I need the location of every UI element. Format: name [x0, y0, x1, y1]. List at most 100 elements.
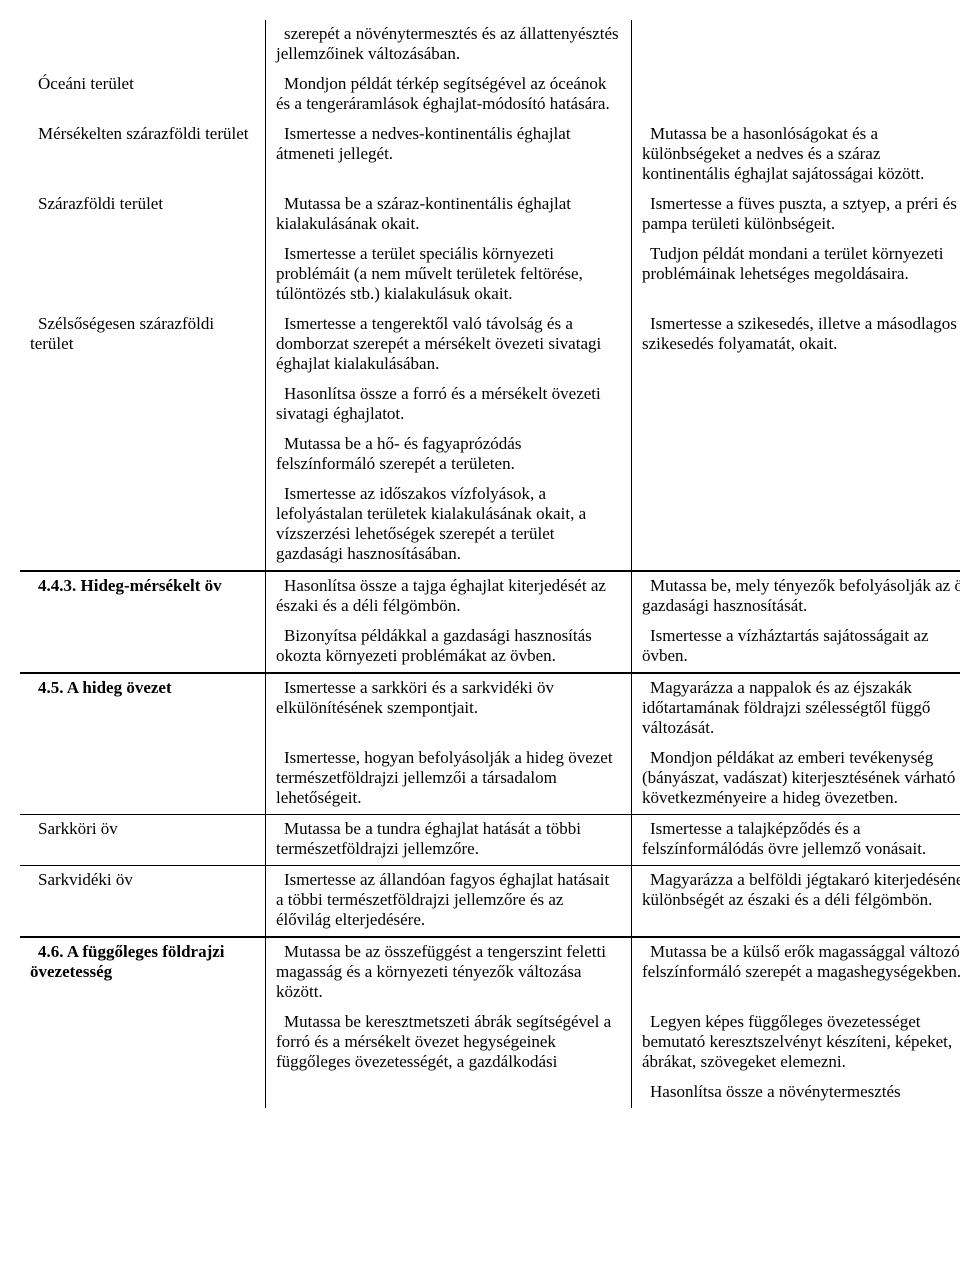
table-row: Ismertesse a terület speciális környezet… [20, 240, 960, 310]
requirement-cell: Ismertesse a nedves-kontinentális éghajl… [266, 120, 632, 190]
topic-label: 4.4.3. Hideg-mérsékelt öv [30, 576, 255, 596]
requirement-text: Ismertesse az állandóan fagyos éghajlat … [276, 870, 621, 930]
higher-requirement-cell: Legyen képes függőleges övezetességet be… [632, 1008, 960, 1078]
requirement-cell: Ismertesse a terület speciális környezet… [266, 240, 632, 310]
requirement-cell: Mutassa be az összefüggést a tengerszint… [266, 937, 632, 1008]
topic-cell: 4.5. A hideg övezet [20, 673, 266, 744]
higher-requirement-text: Ismertesse a talajképződés és a felszínf… [642, 819, 960, 859]
topic-cell: Szélsőségesen szárazföldi terület [20, 310, 266, 380]
higher-requirement-cell: Mondjon példákat az emberi tevékenység (… [632, 744, 960, 815]
higher-requirement-text: Ismertesse a szikesedés, illetve a másod… [642, 314, 960, 354]
table-row: Szárazföldi terület Mutassa be a száraz-k… [20, 190, 960, 240]
requirement-text: Ismertesse a tengerektől való távolság é… [276, 314, 621, 374]
higher-requirement-cell [632, 380, 960, 430]
topic-label: Szárazföldi terület [30, 194, 255, 214]
requirement-cell: Ismertesse a sarkköri és a sarkvidéki öv… [266, 673, 632, 744]
table-row: Óceáni területMondjon példát térkép segí… [20, 70, 960, 120]
table-row: Mutassa be keresztmetszeti ábrák segítsé… [20, 1008, 960, 1078]
requirement-cell: Ismertesse a tengerektől való távolság é… [266, 310, 632, 380]
higher-requirement-cell: Tudjon példát mondani a terület környeze… [632, 240, 960, 310]
higher-requirement-cell: Ismertesse a vízháztartás sajátosságait … [632, 622, 960, 673]
topic-label: 4.6. A függőleges földrajzi övezetesség [30, 942, 255, 982]
higher-requirement-text: Magyarázza a belföldi jégtakaró kiterjed… [642, 870, 960, 910]
higher-requirement-text: Mutassa be, mely tényezők befolyásolják … [642, 576, 960, 616]
requirement-text: Mutassa be keresztmetszeti ábrák segítsé… [276, 1012, 621, 1072]
topic-cell [20, 20, 266, 70]
table-row: Mutassa be a hő- és fagyaprózódás felszí… [20, 430, 960, 480]
requirement-text: Ismertesse, hogyan befolyásolják a hideg… [276, 748, 621, 808]
higher-requirement-cell: Ismertesse a füves puszta, a sztyep, a p… [632, 190, 960, 240]
topic-label: 4.5. A hideg övezet [30, 678, 255, 698]
table-row: Ismertesse, hogyan befolyásolják a hideg… [20, 744, 960, 815]
table-row: Sarkvidéki öv Ismertesse az állandóan fag… [20, 866, 960, 938]
higher-requirement-text: Legyen képes függőleges övezetességet be… [642, 1012, 960, 1072]
requirement-text: szerepét a növénytermesztés és az állatt… [276, 24, 621, 64]
requirement-cell: szerepét a növénytermesztés és az állatt… [266, 20, 632, 70]
topic-label: Sarkköri öv [30, 819, 255, 839]
higher-requirement-cell: Hasonlítsa össze a növénytermesztés [632, 1078, 960, 1108]
topic-cell [20, 380, 266, 430]
requirement-text: Mutassa be a tundra éghajlat hatását a t… [276, 819, 621, 859]
higher-requirement-cell [632, 480, 960, 571]
requirement-cell: Bizonyítsa példákkal a gazdasági hasznos… [266, 622, 632, 673]
topic-cell [20, 430, 266, 480]
requirement-cell: Mondjon példát térkép segítségével az óc… [266, 70, 632, 120]
requirement-cell: Hasonlítsa össze a forró és a mérsékelt … [266, 380, 632, 430]
requirement-cell: Ismertesse az időszakos vízfolyások, a l… [266, 480, 632, 571]
higher-requirement-cell: Ismertesse a szikesedés, illetve a másod… [632, 310, 960, 380]
topic-cell: Szárazföldi terület [20, 190, 266, 240]
requirement-text: Hasonlítsa össze a tajga éghajlat kiterj… [276, 576, 621, 616]
topic-cell: Sarkköri öv [20, 815, 266, 866]
higher-requirement-cell [632, 20, 960, 70]
higher-requirement-text: Mutassa be a külső erők magassággal vált… [642, 942, 960, 982]
higher-requirement-text: Ismertesse a vízháztartás sajátosságait … [642, 626, 960, 666]
requirement-cell: Mutassa be a száraz-kontinentális éghajl… [266, 190, 632, 240]
topic-cell [20, 1008, 266, 1078]
table-row: 4.6. A függőleges földrajzi övezetesség M… [20, 937, 960, 1008]
requirement-cell [266, 1078, 632, 1108]
topic-label: Szélsőségesen szárazföldi terület [30, 314, 255, 354]
higher-requirement-cell: Mutassa be a hasonlóságokat és a különbs… [632, 120, 960, 190]
table-row: 4.4.3. Hideg-mérsékelt öv Hasonlítsa össz… [20, 571, 960, 622]
requirement-text: Ismertesse a terület speciális környezet… [276, 244, 621, 304]
topic-label: Sarkvidéki öv [30, 870, 255, 890]
requirement-text: Ismertesse a nedves-kontinentális éghajl… [276, 124, 621, 164]
requirement-text: Mutassa be a hő- és fagyaprózódás felszí… [276, 434, 621, 474]
requirement-cell: Mutassa be keresztmetszeti ábrák segítsé… [266, 1008, 632, 1078]
requirement-text: Ismertesse a sarkköri és a sarkvidéki öv… [276, 678, 621, 718]
topic-cell: Óceáni terület [20, 70, 266, 120]
requirement-cell: Ismertesse, hogyan befolyásolják a hideg… [266, 744, 632, 815]
higher-requirement-cell: Ismertesse a talajképződés és a felszínf… [632, 815, 960, 866]
requirement-cell: Hasonlítsa össze a tajga éghajlat kiterj… [266, 571, 632, 622]
higher-requirement-cell: Magyarázza a nappalok és az éjszakák idő… [632, 673, 960, 744]
topic-cell: Sarkvidéki öv [20, 866, 266, 938]
requirement-cell: Mutassa be a hő- és fagyaprózódás felszí… [266, 430, 632, 480]
table-row: Hasonlítsa össze a növénytermesztés [20, 1078, 960, 1108]
topic-cell: Mérsékelten szárazföldi terület [20, 120, 266, 190]
higher-requirement-text: Hasonlítsa össze a növénytermesztés [642, 1082, 960, 1102]
higher-requirement-text: Magyarázza a nappalok és az éjszakák idő… [642, 678, 960, 738]
table-row: Hasonlítsa össze a forró és a mérsékelt … [20, 380, 960, 430]
topic-cell [20, 480, 266, 571]
requirement-text: Mondjon példát térkép segítségével az óc… [276, 74, 621, 114]
table-row: Ismertesse az időszakos vízfolyások, a l… [20, 480, 960, 571]
requirement-text: Mutassa be az összefüggést a tengerszint… [276, 942, 621, 1002]
requirement-text: Ismertesse az időszakos vízfolyások, a l… [276, 484, 621, 564]
higher-requirement-cell: Mutassa be a külső erők magassággal vált… [632, 937, 960, 1008]
table-row: Mérsékelten szárazföldi területIsmertess… [20, 120, 960, 190]
requirement-cell: Mutassa be a tundra éghajlat hatását a t… [266, 815, 632, 866]
topic-cell [20, 744, 266, 815]
topic-cell: 4.6. A függőleges földrajzi övezetesség [20, 937, 266, 1008]
higher-requirement-cell [632, 70, 960, 120]
higher-requirement-cell [632, 430, 960, 480]
higher-requirement-text: Ismertesse a füves puszta, a sztyep, a p… [642, 194, 960, 234]
higher-requirement-text: Mutassa be a hasonlóságokat és a különbs… [642, 124, 960, 184]
topic-cell [20, 622, 266, 673]
table-row: 4.5. A hideg övezet Ismertesse a sarkköri… [20, 673, 960, 744]
curriculum-table: szerepét a növénytermesztés és az állatt… [20, 20, 960, 1108]
table-row: Bizonyítsa példákkal a gazdasági hasznos… [20, 622, 960, 673]
topic-cell [20, 1078, 266, 1108]
requirement-cell: Ismertesse az állandóan fagyos éghajlat … [266, 866, 632, 938]
table-row: szerepét a növénytermesztés és az állatt… [20, 20, 960, 70]
higher-requirement-text: Tudjon példát mondani a terület környeze… [642, 244, 960, 284]
